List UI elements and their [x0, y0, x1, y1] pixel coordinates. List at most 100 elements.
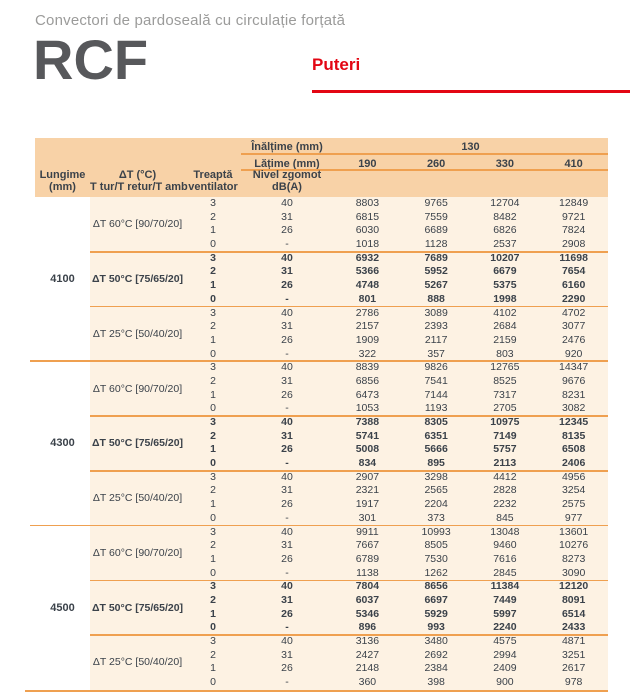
power-value-cell: 322	[358, 347, 377, 360]
power-value-cell: 2575	[561, 498, 586, 511]
dt-blocks: ΔT 60°C [90/70/20] 3 40 8839 9826 12765 14347 2…	[90, 361, 608, 526]
power-value-cell: 2994	[493, 648, 517, 661]
fan-speed-cell: 0	[210, 566, 216, 579]
dt-label: ΔT 50°C [75/65/20]	[91, 437, 184, 450]
power-value-cell: 3077	[561, 320, 586, 333]
power-value-cell: 5757	[493, 443, 517, 456]
fan-speed-cell: 1	[210, 279, 216, 292]
power-value-cell: 2409	[493, 662, 517, 675]
noise-level-cell: -	[285, 402, 289, 415]
power-value-cell: 3136	[355, 635, 380, 647]
noise-level-cell: 26	[281, 333, 293, 346]
power-value-cell: 12704	[490, 197, 520, 209]
header-divider	[241, 153, 608, 155]
fan-speed-cell: 2	[210, 429, 216, 442]
power-value-cell: 5346	[355, 607, 380, 620]
dt-blocks: ΔT 60°C [90/70/20] 3 40 9911 10993 13048 13601…	[90, 525, 608, 690]
power-value-cell: 2617	[561, 662, 586, 675]
fan-speed-cell: 0	[210, 676, 216, 689]
power-value-cell: 2786	[355, 306, 380, 319]
noise-level-cell: 31	[281, 374, 293, 387]
noise-level-cell: 40	[281, 525, 293, 538]
dt-block: ΔT 60°C [90/70/20] 3 40 8839 9826 12765 14347 2…	[90, 361, 608, 416]
col-header-latime: Lățime (mm)	[254, 157, 320, 170]
power-value-cell: 5952	[424, 265, 448, 278]
length-value: 4500	[35, 525, 90, 690]
power-value-cell: 1909	[355, 333, 380, 346]
noise-level-cell: 26	[281, 498, 293, 511]
power-value-cell: 6826	[493, 224, 517, 237]
dt-block: ΔT 25°C [50/40/20] 3 40 2907 3298 4412 4956 2 31…	[90, 470, 608, 526]
power-value-cell: 2433	[561, 621, 586, 634]
power-value-cell: 6856	[355, 374, 380, 387]
fan-speed-cell: 2	[210, 210, 216, 223]
block-rows: 3 40 8839 9826 12765 14347 2 31 6856 7541 8525 9676…	[185, 361, 608, 416]
power-value-cell: 10276	[559, 539, 589, 552]
table-row: 1 26 2148 2384 2409 2617	[185, 662, 608, 676]
power-value-cell: 3082	[561, 402, 586, 415]
width-header-value: 330	[495, 157, 515, 170]
fan-speed-cell: 3	[210, 525, 216, 538]
table-row: 0 - 1053 1193 2705 3082	[185, 402, 608, 416]
dt-label: ΔT 50°C [75/65/20]	[91, 601, 184, 614]
length-value: 4300	[35, 361, 90, 526]
block-rows: 3 40 3136 3480 4575 4871 2 31 2427 2692 2994 3251 1 2…	[185, 635, 608, 690]
table-row: 0 - 1018 1128 2537 2908	[185, 238, 608, 252]
fan-speed-cell: 1	[210, 552, 216, 565]
power-value-cell: 6789	[355, 552, 380, 565]
power-value-cell: 6697	[424, 593, 448, 606]
power-value-cell: 10207	[490, 251, 520, 264]
table-row: 0 - 360 398 900 978	[185, 676, 608, 690]
col-header-line: ventilator	[188, 180, 238, 193]
power-value-cell: 1018	[355, 238, 380, 251]
power-value-cell: 7388	[355, 416, 380, 428]
power-value-cell: 5375	[493, 279, 517, 292]
length-group: 4500 ΔT 60°C [90/70/20] 3 40 9911 10993 13048 1…	[30, 524, 608, 690]
power-value-cell: 8231	[561, 388, 586, 401]
noise-level-cell: 31	[281, 648, 293, 661]
length-group: 4300 ΔT 60°C [90/70/20] 3 40 8839 9826 12765 14…	[30, 360, 608, 526]
dt-label: ΔT 25°C [50/40/20]	[92, 327, 183, 340]
power-value-cell: 11384	[490, 580, 520, 593]
power-value-cell: 13601	[559, 525, 589, 538]
power-value-cell: 3298	[424, 470, 448, 483]
fan-speed-cell: 2	[210, 265, 216, 278]
power-value-cell: 357	[427, 347, 445, 360]
noise-level-cell: 31	[281, 429, 293, 442]
power-value-cell: 373	[427, 511, 445, 524]
table-row: 3 40 3136 3480 4575 4871	[185, 635, 608, 649]
power-value-cell: 7616	[493, 552, 517, 565]
power-value-cell: 888	[427, 292, 445, 305]
fan-speed-cell: 3	[210, 635, 216, 647]
power-value-cell: 6932	[355, 251, 380, 264]
power-value-cell: 5997	[493, 607, 517, 620]
power-value-cell: 4956	[561, 470, 586, 483]
power-value-cell: 1193	[424, 402, 448, 415]
table-bottom-border	[25, 689, 608, 693]
noise-level-cell: 40	[281, 580, 293, 593]
table-row: 2 31 6815 7559 8482 9721	[185, 211, 608, 225]
fan-speed-cell: 0	[210, 347, 216, 360]
power-value-cell: 9676	[561, 374, 586, 387]
table-row: 3 40 7804 8656 11384 12120	[185, 580, 608, 594]
power-value-cell: 8273	[561, 552, 586, 565]
power-value-cell: 6473	[355, 388, 380, 401]
fan-speed-cell: 1	[210, 388, 216, 401]
table-row: 0 - 801 888 1998 2290	[185, 293, 608, 307]
dt-label: ΔT 60°C [90/70/20]	[92, 218, 183, 231]
width-header-value: 410	[564, 157, 583, 170]
power-value-cell: 5366	[355, 265, 380, 278]
power-value-cell: 12849	[559, 197, 589, 209]
noise-level-cell: 40	[281, 251, 293, 264]
table-row: 1 26 5008 5666 5757 6508	[185, 443, 608, 457]
table-row: 0 - 1138 1262 2845 3090	[185, 567, 608, 581]
noise-level-cell: 31	[281, 593, 293, 606]
fan-speed-cell: 0	[210, 292, 216, 305]
noise-level-cell: 26	[281, 607, 293, 620]
power-value-cell: 6815	[355, 210, 380, 223]
noise-level-cell: -	[285, 621, 289, 634]
dt-label: ΔT 50°C [75/65/20]	[91, 273, 184, 286]
power-value-cell: 803	[496, 347, 514, 360]
power-value-cell: 7689	[424, 251, 448, 264]
block-rows: 3 40 2907 3298 4412 4956 2 31 2321 2565 2828 3254 1 2…	[185, 471, 608, 526]
